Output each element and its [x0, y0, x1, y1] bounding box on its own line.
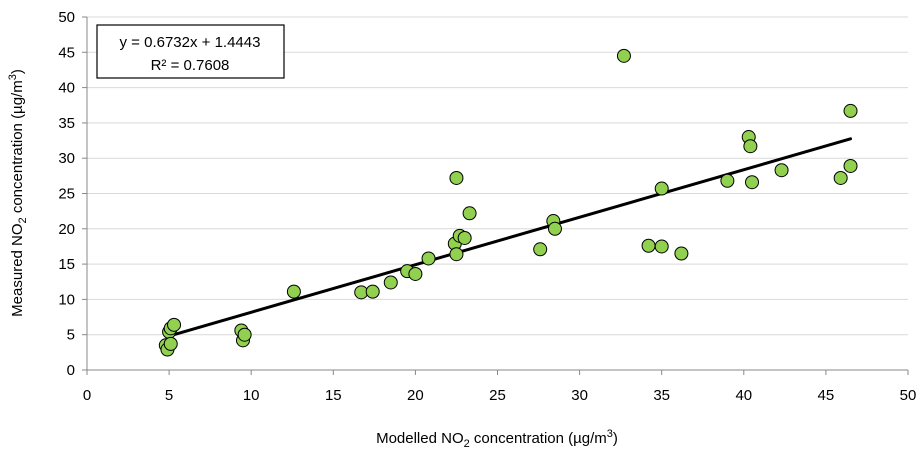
trendline-equation: y = 0.6732x + 1.4443 [120, 34, 261, 51]
x-tick-label-15: 15 [325, 387, 342, 404]
data-point-20 [457, 230, 472, 245]
r-squared-label: R² = 0.7608 [151, 57, 230, 74]
data-point-34 [774, 163, 789, 178]
x-tick-labels: 0 5 10 15 20 25 30 35 40 45 50 [83, 387, 917, 404]
data-point-25 [616, 48, 631, 63]
x-tick-label-45: 45 [818, 387, 835, 404]
data-point-21 [462, 206, 477, 221]
data-point-5 [167, 317, 182, 332]
axes [82, 16, 909, 375]
data-points [158, 48, 858, 357]
y-tick-label-40: 40 [58, 80, 75, 97]
y-tick-label-30: 30 [58, 150, 75, 167]
x-tick-label-0: 0 [83, 387, 91, 404]
data-point-22 [533, 242, 548, 257]
data-point-28 [654, 239, 669, 254]
y-tick-label-5: 5 [67, 327, 75, 344]
y-axis-title: Measured NO2 concentration (µg/m3) [7, 69, 29, 317]
y-tick-label-25: 25 [58, 186, 75, 203]
y-tick-label-35: 35 [58, 115, 75, 132]
data-point-9 [286, 284, 301, 299]
y-tick-label-0: 0 [67, 362, 75, 379]
y-tick-label-50: 50 [58, 9, 75, 26]
y-tick-label-10: 10 [58, 291, 75, 308]
y-tick-label-45: 45 [58, 44, 75, 61]
y-tick-labels: 0 5 10 15 20 25 30 35 40 45 50 [58, 9, 75, 379]
data-point-11 [365, 284, 380, 299]
data-point-27 [654, 181, 669, 196]
y-tick-label-15: 15 [58, 256, 75, 273]
x-tick-label-10: 10 [243, 387, 260, 404]
equation-box-frame [96, 24, 285, 79]
data-point-37 [843, 103, 858, 118]
data-point-29 [674, 246, 689, 261]
data-point-30 [720, 173, 735, 188]
x-tick-label-5: 5 [165, 387, 173, 404]
equation-box: y = 0.6732x + 1.4443 R² = 0.7608 [96, 24, 285, 79]
x-tick-label-40: 40 [735, 387, 752, 404]
x-tick-label-50: 50 [900, 387, 917, 404]
data-point-26 [641, 238, 656, 253]
x-tick-label-30: 30 [571, 387, 588, 404]
data-point-3 [163, 336, 178, 351]
x-tick-label-20: 20 [407, 387, 424, 404]
data-point-33 [745, 175, 760, 190]
x-axis-title: Modelled NO2 concentration (µg/m3) [376, 428, 618, 450]
trendline-group [167, 137, 853, 338]
data-point-8 [237, 327, 252, 342]
x-tick-label-25: 25 [489, 387, 506, 404]
data-point-36 [843, 158, 858, 173]
data-point-35 [833, 170, 848, 185]
data-point-17 [449, 247, 464, 262]
trendline [167, 137, 853, 338]
data-point-32 [743, 139, 758, 154]
data-point-24 [547, 221, 562, 236]
y-tick-label-20: 20 [58, 221, 75, 238]
data-point-18 [449, 170, 464, 185]
x-tick-label-35: 35 [653, 387, 670, 404]
data-point-14 [408, 266, 423, 281]
data-point-15 [421, 251, 436, 266]
data-point-12 [383, 275, 398, 290]
